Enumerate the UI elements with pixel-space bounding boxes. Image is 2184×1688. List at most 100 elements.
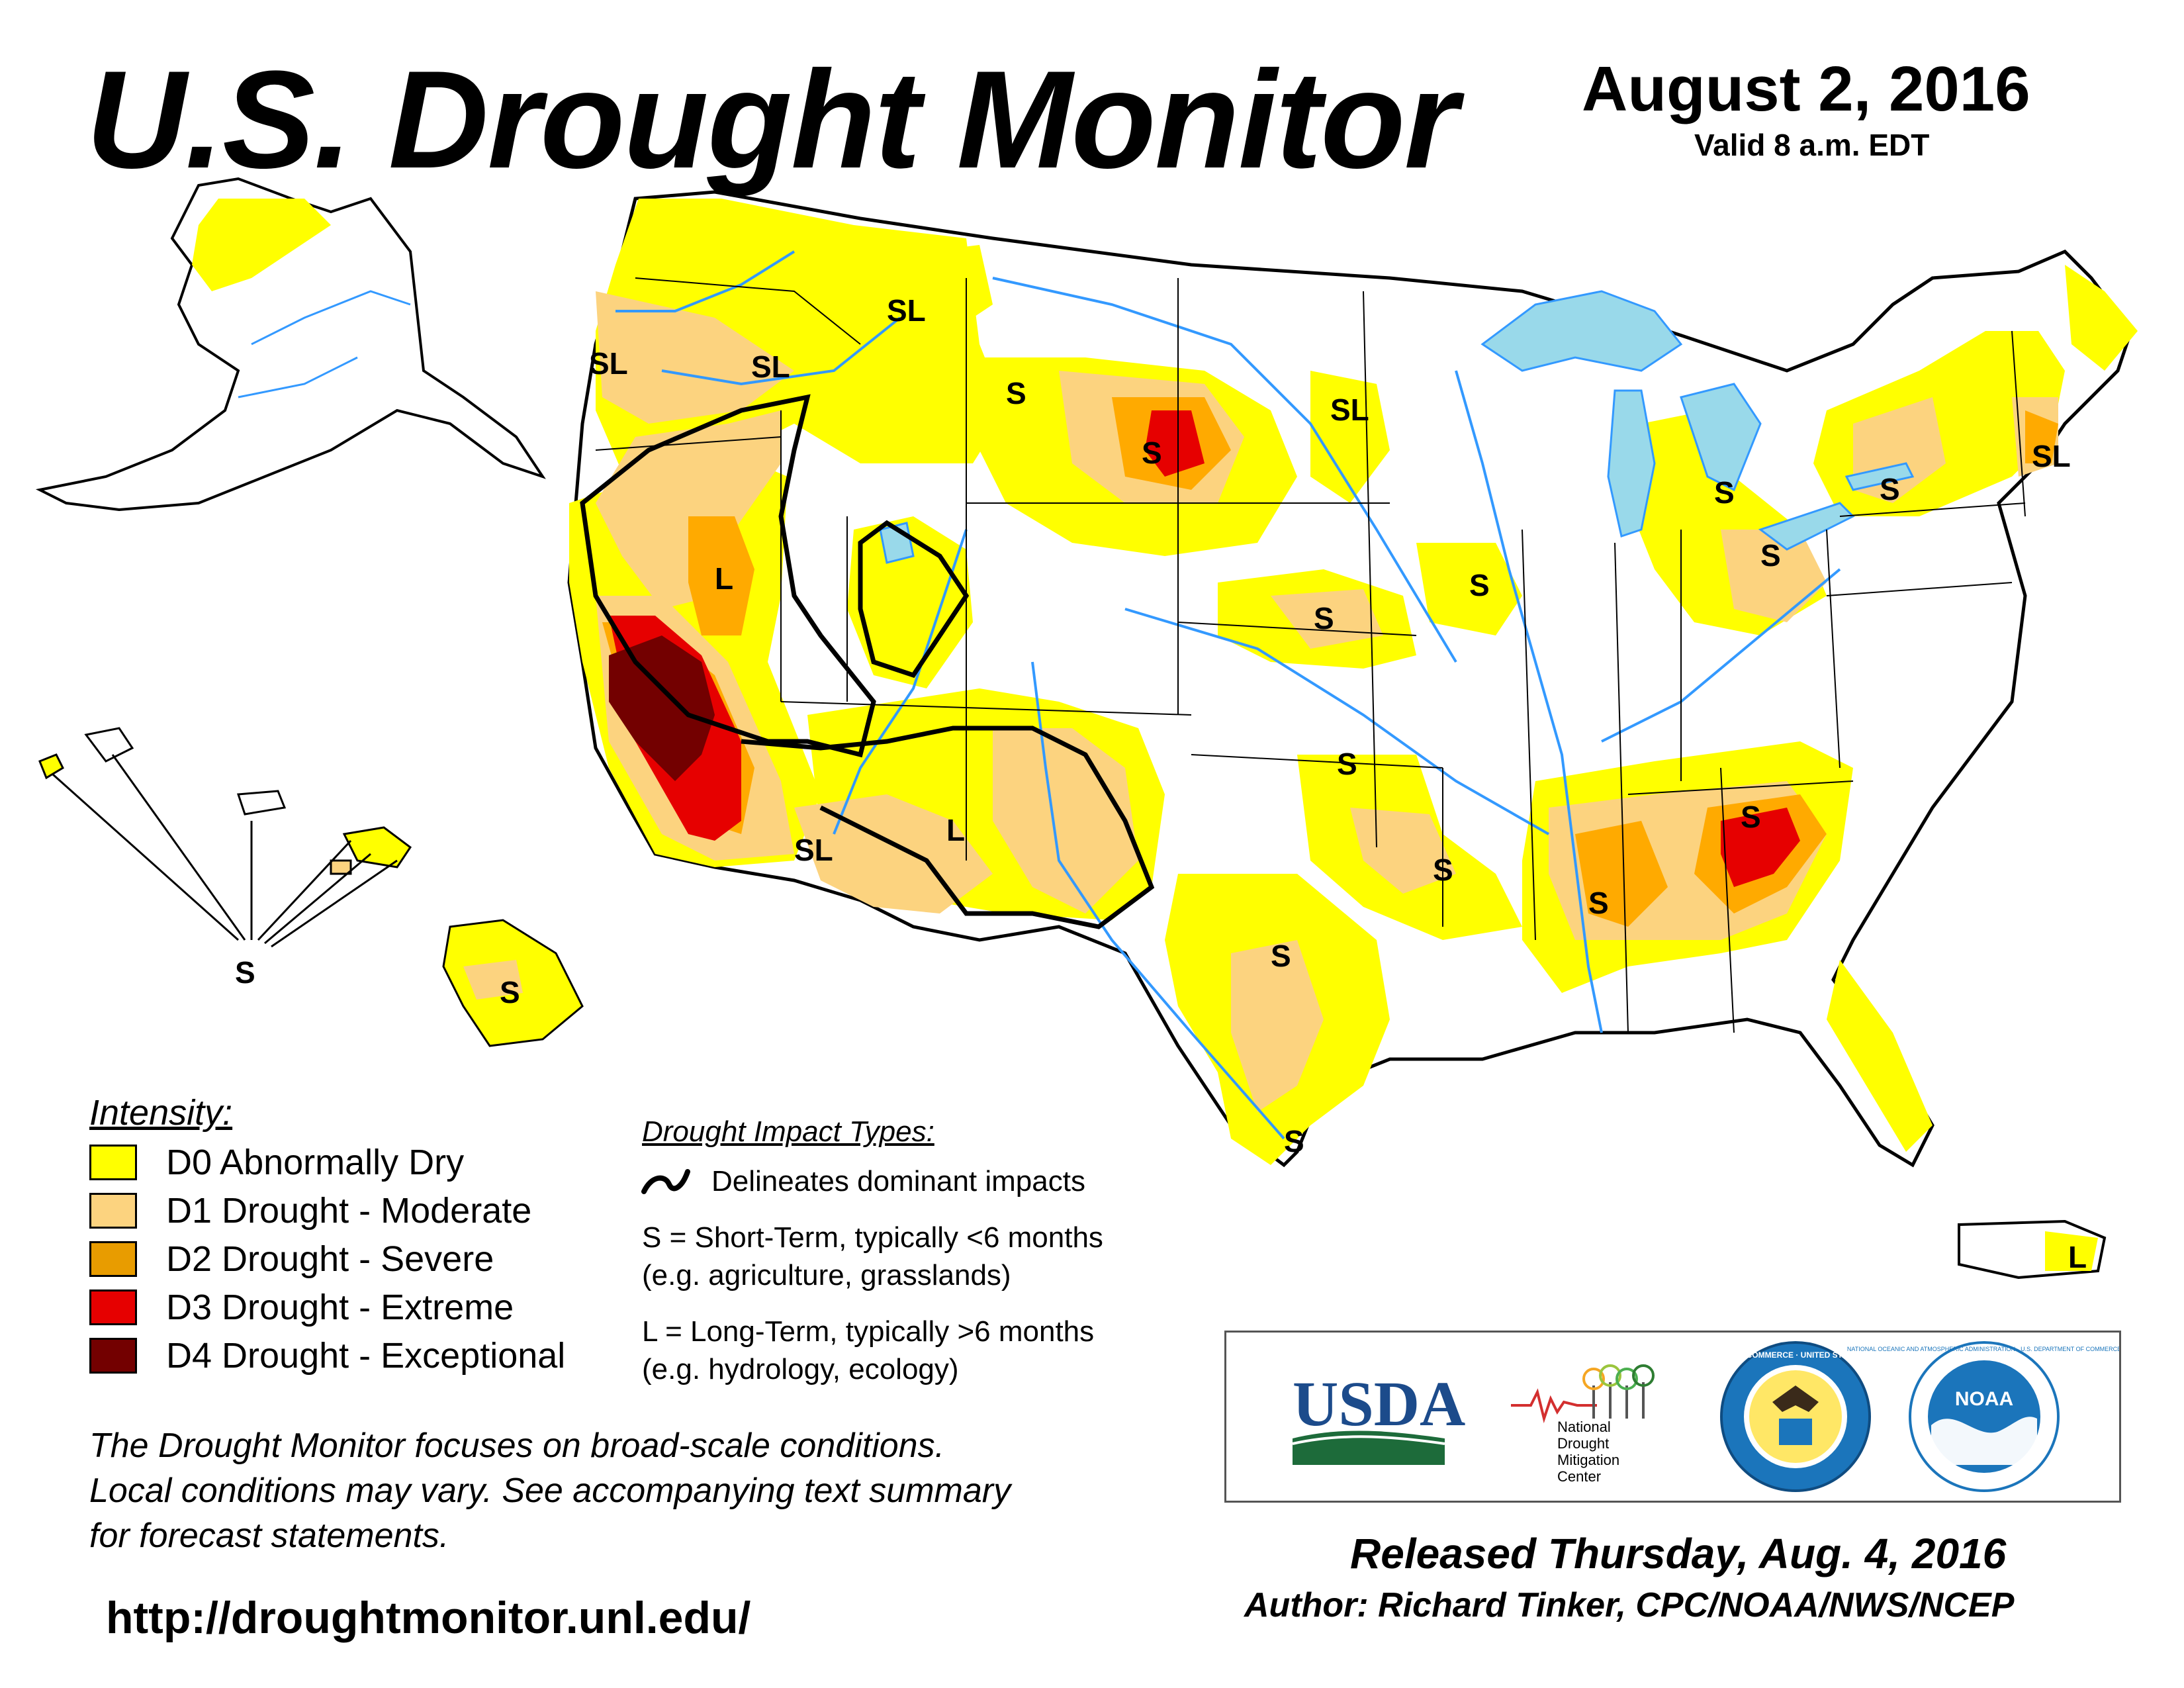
river-colorado	[833, 529, 968, 835]
legend-label: D4 Drought - Exceptional	[166, 1336, 566, 1376]
map-label: S	[1433, 853, 1453, 887]
map-label: SL	[589, 346, 628, 381]
d3-wyoming	[1145, 410, 1205, 477]
usda-logo: USDA	[1292, 1368, 1465, 1465]
hawaii-lanai	[330, 859, 352, 875]
d0-montana-east	[927, 245, 993, 331]
alaska-outline	[35, 177, 546, 512]
hawaii-kauai	[38, 753, 64, 780]
d2-nevada	[688, 516, 754, 635]
focus-line: The Drought Monitor focuses on broad-sca…	[89, 1427, 945, 1465]
map-label: S	[235, 955, 255, 990]
river-rio-grande	[1031, 661, 1285, 1140]
legend-label: D3 Drought - Extreme	[166, 1288, 514, 1327]
legend-label: D2 Drought - Severe	[166, 1239, 494, 1279]
legend-item-d0: D0 Abnormally Dry	[89, 1142, 464, 1183]
river-snake	[661, 316, 901, 386]
d2-newengland	[2025, 410, 2058, 463]
noaa-ring-text: NATIONAL OCEANIC AND ATMOSPHERIC ADMINIS…	[1847, 1346, 2119, 1352]
state-borders	[595, 277, 2026, 1033]
website-link[interactable]: http://droughtmonitor.unl.edu/	[106, 1593, 751, 1643]
lake-erie	[1758, 502, 1855, 551]
map-label: S	[1142, 436, 1162, 470]
ndmc-logo: National Drought Mitigation Center	[1511, 1364, 1655, 1485]
focus-note: The Drought Monitor focuses on broad-sca…	[89, 1423, 1011, 1558]
impact-labels: SL SL SL SL S S SL S S S SL L S S S S SL…	[235, 293, 2087, 1274]
hawaii-oahu	[84, 727, 134, 763]
puerto-rico	[1958, 1219, 2107, 1280]
d1-kansas	[1271, 589, 1383, 649]
legend-swatch-d1	[89, 1193, 137, 1229]
alaska	[35, 177, 546, 512]
release-date: Released Thursday, Aug. 4, 2016	[1350, 1530, 2007, 1577]
lake-superior	[1480, 290, 1683, 372]
legend-swatch-d2	[89, 1241, 137, 1277]
impact-long-term: L = Long-Term, typically >6 months	[642, 1315, 1095, 1348]
legend-swatch-d4	[89, 1338, 137, 1374]
map-label: S	[1337, 747, 1357, 781]
impact-boundaries	[580, 394, 1155, 929]
rivers	[615, 250, 1841, 1140]
legend-label: D1 Drought - Moderate	[166, 1191, 532, 1231]
impact-types-title: Drought Impact Types:	[642, 1115, 934, 1148]
d4-california	[609, 635, 715, 781]
impact-short-term-example: (e.g. agriculture, grasslands)	[642, 1259, 1011, 1291]
d2-southeast	[1575, 821, 1668, 927]
ndmc-text: Drought	[1557, 1435, 1609, 1452]
hawaii-maui	[342, 826, 412, 868]
map-label: S	[1714, 475, 1735, 510]
map-label: SL	[751, 350, 790, 384]
doc-seal: DEPARTMENT OF COMMERCE · UNITED STATES O…	[1676, 1341, 1915, 1492]
river-columbia	[615, 250, 796, 312]
d1-new-mexico-west	[993, 728, 1138, 914]
alaska-d0	[192, 199, 331, 291]
d0-dakota-east	[1310, 371, 1390, 503]
legend-label: D0 Abnormally Dry	[166, 1143, 465, 1182]
river-arkansas	[1124, 608, 1549, 835]
ndmc-text: National	[1557, 1419, 1611, 1435]
impact-long-term-example: (e.g. hydrology, ecology)	[642, 1353, 959, 1385]
map-label: S	[1760, 538, 1781, 573]
map-label: L	[946, 813, 965, 847]
ndmc-text: Mitigation	[1557, 1452, 1619, 1468]
noaa-text: NOAA	[1955, 1388, 2013, 1410]
river-missouri	[992, 277, 1457, 663]
impact-line-west	[580, 394, 876, 758]
usda-logo-text: USDA	[1293, 1368, 1465, 1439]
map-label: SL	[887, 293, 926, 328]
map-label: S	[1880, 472, 1900, 506]
river-ohio	[1601, 568, 1841, 743]
map-label: S	[1469, 568, 1490, 602]
d0-iowa	[1416, 543, 1522, 635]
map-date: August 2, 2016	[1582, 54, 2030, 124]
legend-swatch-d3	[89, 1289, 137, 1325]
legend-item-d4: D4 Drought - Exceptional	[89, 1335, 565, 1376]
d1-oregon	[596, 291, 794, 424]
valid-time: Valid 8 a.m. EDT	[1694, 128, 1930, 162]
map-label: SL	[1330, 393, 1369, 427]
impact-short-term: S = Short-Term, typically <6 months	[642, 1221, 1103, 1254]
map-label: S	[1588, 886, 1609, 920]
logo-graphics: USDA National Drought Mitigation Center …	[1292, 1341, 2121, 1492]
great-lakes	[879, 290, 1915, 564]
map-label: L	[715, 561, 733, 596]
hawaii	[38, 727, 584, 1047]
legend-item-d2: D2 Drought - Severe	[89, 1239, 494, 1280]
map-label: S	[1271, 939, 1291, 973]
author: Author: Richard Tinker, CPC/NOAA/NWS/NCE…	[1244, 1586, 2015, 1624]
d0-maine	[2065, 265, 2138, 371]
lake-michigan	[1607, 389, 1656, 538]
river-mississippi	[1455, 370, 1603, 1033]
agency-logos: USDA National Drought Mitigation Center …	[1224, 1331, 2121, 1503]
impact-line-icon	[641, 1169, 690, 1194]
intensity-title: Intensity:	[89, 1093, 233, 1133]
map-label: S	[500, 975, 520, 1009]
legend-swatch-d0	[89, 1145, 137, 1180]
lake-ontario	[1844, 462, 1915, 491]
noaa-logo: NOAA NATIONAL OCEANIC AND ATMOSPHERIC AD…	[1847, 1341, 2121, 1492]
d1-great-basin	[596, 410, 781, 609]
impact-line-southwest	[741, 726, 1155, 929]
d3-georgia	[1721, 808, 1800, 887]
d1-ohio	[1721, 530, 1827, 622]
